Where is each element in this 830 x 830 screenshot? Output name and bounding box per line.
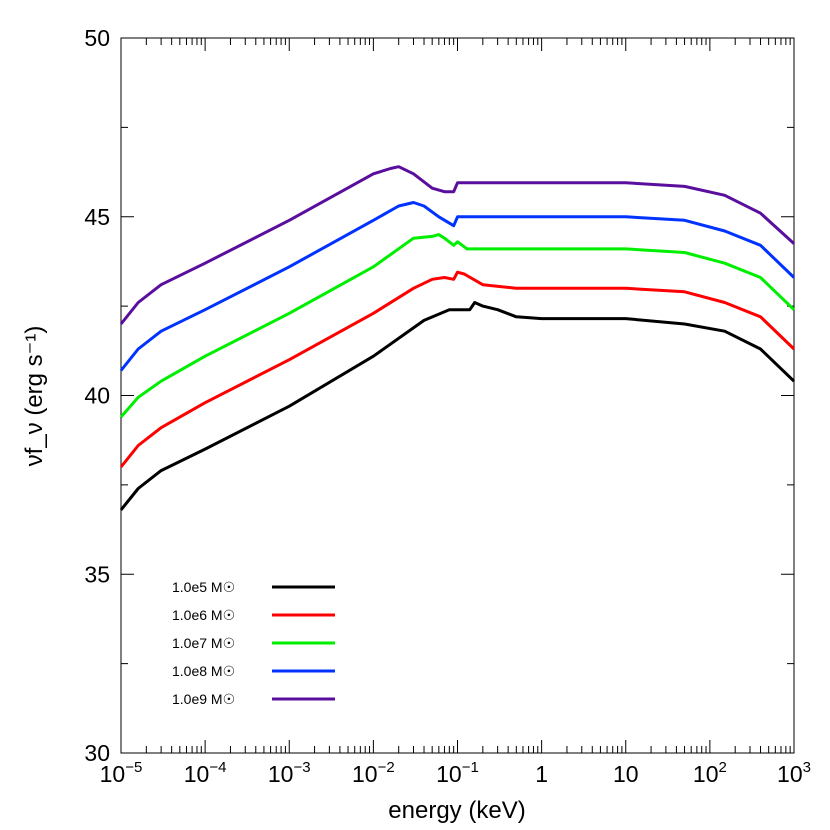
x-tick-label: 10: [613, 761, 639, 787]
legend: 1.0e5 M☉ 1.0e6 M☉ 1.0e7 M☉ 1.0e8 M☉ 1.0e9 M☉: [172, 579, 335, 707]
y-tick-label: 30: [84, 740, 110, 766]
series-line: [119, 165, 796, 325]
series-lines: [119, 165, 796, 511]
legend-label: 1.0e5 M☉: [172, 579, 235, 595]
axis-ticks: [120, 37, 795, 754]
x-tick-label: 103: [777, 759, 811, 787]
legend-label: 1.0e7 M☉: [172, 635, 235, 651]
y-tick-label: 40: [84, 383, 110, 409]
x-tick-label: 10−3: [268, 759, 311, 787]
x-tick-label: 102: [693, 759, 727, 787]
legend-label: 1.0e6 M☉: [172, 607, 235, 623]
series-line: [119, 301, 796, 511]
y-axis-title: νf_ν (erg s⁻¹): [21, 326, 48, 467]
x-tick-label: 10−2: [352, 759, 395, 787]
legend-label: 1.0e8 M☉: [172, 663, 235, 679]
series-line: [119, 270, 796, 468]
x-tick-label: 10−1: [436, 759, 479, 787]
y-tick-label: 50: [84, 25, 110, 51]
y-tick-label: 35: [84, 561, 110, 587]
x-tick-label: 1: [535, 761, 548, 787]
series-line: [119, 201, 796, 372]
y-tick-label: 45: [84, 204, 110, 230]
x-tick-label: 10−4: [184, 759, 227, 787]
series-line: [119, 233, 796, 418]
y-tick-labels: 30 35 40 45 50: [84, 25, 110, 766]
x-tick-labels: 10−5 10−4 10−3 10−2 10−1 1 10 102 103: [100, 759, 811, 787]
x-axis-title: energy (keV): [388, 797, 525, 824]
legend-label: 1.0e9 M☉: [172, 691, 235, 707]
x-tick-label: 10−5: [100, 759, 143, 787]
